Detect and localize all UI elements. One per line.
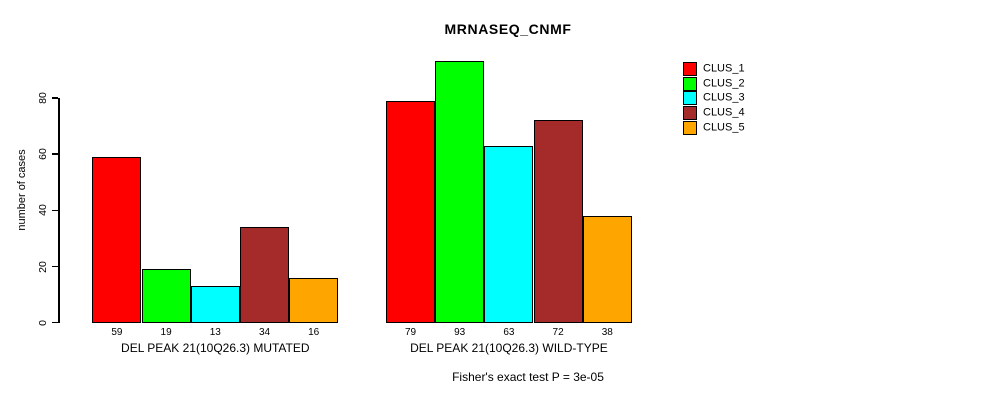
bar-value-label: 72 [552,327,564,338]
bar-clus_5-group2 [582,215,632,323]
legend-swatch-clus_3 [683,91,697,106]
y-tick-label: 0 [37,319,49,326]
bar-value-label: 38 [601,327,613,338]
y-tick-label: 20 [37,260,49,273]
y-axis-line [58,97,60,323]
bar-clus_2-group1 [141,269,191,323]
bar-value-label: 79 [404,327,417,338]
bar-clus_2-group2 [435,61,485,323]
legend-swatch-clus_4 [683,106,697,121]
y-tick-mark [52,321,58,324]
bar-clus_3-group1 [190,286,240,323]
bar-value-label: 93 [454,327,466,338]
bar-value-label: 63 [503,327,515,338]
bar-value-label: 59 [111,327,123,338]
y-tick-mark [52,265,58,268]
bar-value-label: 16 [308,327,320,338]
group-axis-label: DEL PEAK 21(10Q26.3) MUTATED [121,341,310,355]
legend-label-clus_2: CLUS_2 [703,77,745,90]
legend-swatch-clus_1 [683,62,697,76]
bar-value-label: 19 [160,327,172,338]
bar-clus_1-group2 [385,100,436,323]
y-tick-label: 40 [37,204,49,217]
bar-clus_3-group2 [484,145,534,323]
bar-value-label: 13 [209,327,221,338]
legend-label-clus_4: CLUS_4 [703,106,745,119]
bar-clus_5-group1 [289,277,339,323]
legend-swatch-clus_2 [683,76,697,91]
legend-label-clus_5: CLUS_5 [703,121,745,134]
chart-title: MRNASEQ_CNMF [444,21,572,37]
group-axis-label: DEL PEAK 21(10Q26.3) WILD-TYPE [410,341,608,355]
y-tick-label: 80 [37,92,49,104]
legend-label-clus_3: CLUS_3 [703,91,745,104]
bar-value-label: 34 [258,327,271,338]
legend-swatch-clus_5 [683,120,697,135]
y-tick-mark [52,209,58,212]
fisher-test-annotation: Fisher's exact test P = 3e-05 [452,370,604,384]
y-axis-label: number of cases [16,149,28,231]
y-tick-label: 60 [37,148,49,160]
y-tick-mark [52,153,58,155]
bar-clus_4-group1 [239,227,290,323]
bar-clus_4-group2 [533,120,583,323]
bar-clus_1-group1 [92,156,142,323]
y-tick-mark [52,97,58,99]
legend-label-clus_1: CLUS_1 [703,62,745,75]
